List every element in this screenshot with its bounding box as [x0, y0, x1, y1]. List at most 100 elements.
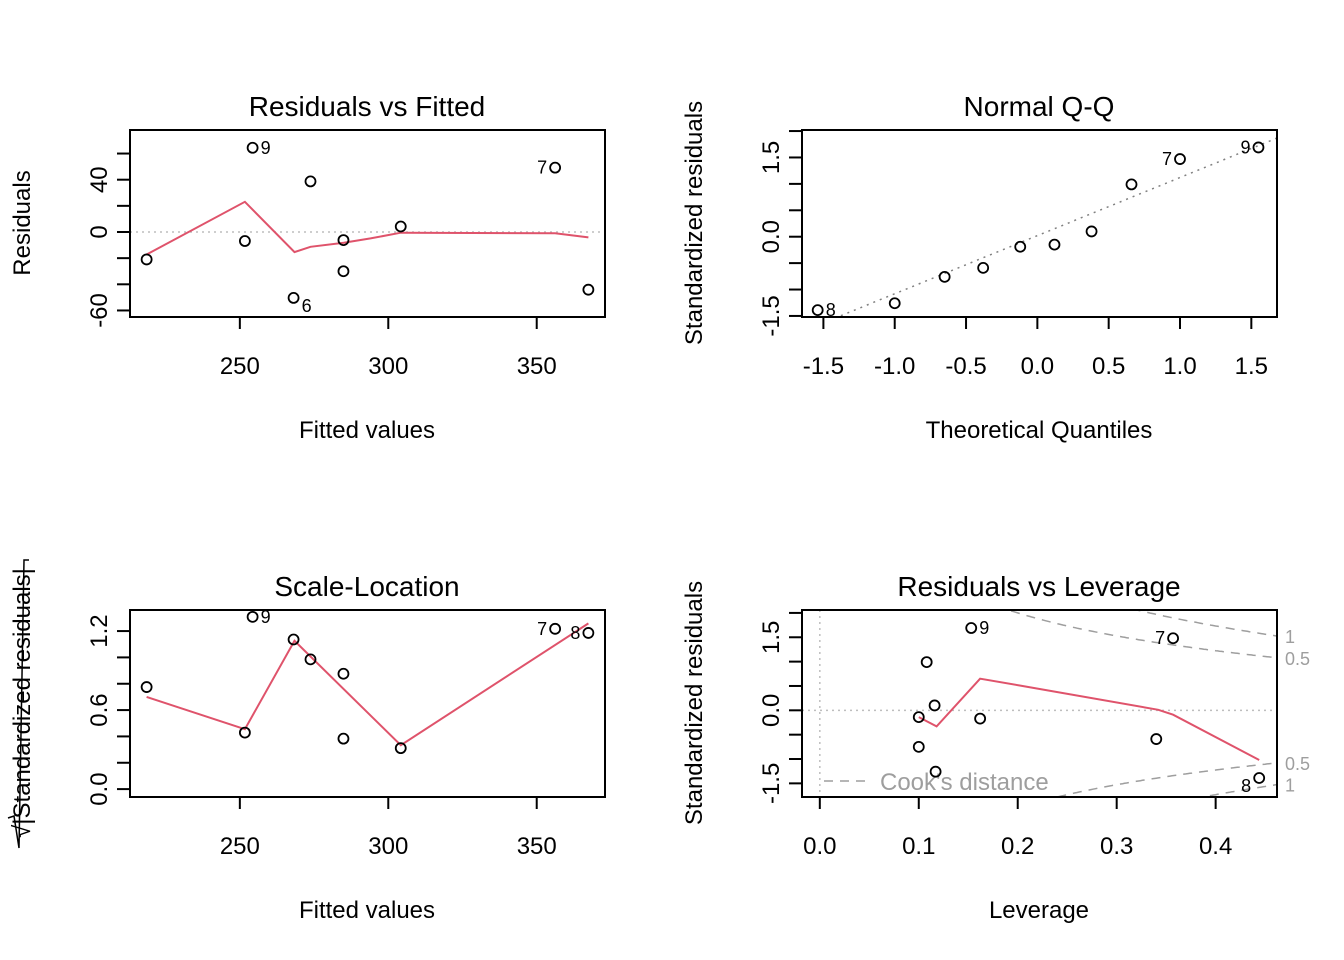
- panel2-point-9: [1174, 153, 1186, 165]
- panel2-point-7: [1085, 225, 1098, 238]
- panel1-ylabel: Residuals: [9, 170, 36, 275]
- panel3-ytick-label: 0.0: [86, 772, 113, 805]
- panel2-point-label-7: 7: [1162, 149, 1172, 169]
- panel4-point-label-9: 9: [979, 618, 989, 638]
- panel2-xtick-label: -1.5: [803, 353, 844, 380]
- panel4-ytick-label: 1.5: [758, 621, 785, 654]
- panel3-point-6: [337, 667, 350, 680]
- panel4-point-6: [965, 622, 978, 634]
- panel1-smoother-line: [146, 200, 589, 256]
- panel4-point-9: [1167, 632, 1179, 645]
- panel2-ylabel: Standardized residuals: [681, 101, 708, 345]
- panel2-point-1: [811, 304, 824, 317]
- panel1-xtick-label: 300: [368, 353, 408, 380]
- panel4-cooks-label: 0.5: [1285, 754, 1310, 774]
- panel4-cooks-contour-1-upper: [1133, 610, 1277, 637]
- panel2-xtick-label: 0.5: [1092, 353, 1125, 380]
- panel2-xtick-label: -0.5: [945, 353, 986, 380]
- panel2-ytick-label: 1.5: [758, 141, 785, 174]
- panel4-point-5: [929, 765, 942, 778]
- panel1-point-2: [238, 235, 251, 247]
- panel4-cooks-label: 1: [1285, 627, 1295, 647]
- panel2-title: Normal Q-Q: [964, 91, 1115, 122]
- panel4-cooks-contour-0.5-upper: [1006, 610, 1277, 659]
- panel4-xtick-label: 0.0: [803, 833, 836, 860]
- panel3-point-label-7: 7: [537, 619, 547, 639]
- panel1-xlabel: Fitted values: [299, 417, 435, 444]
- panel3-point-2: [238, 726, 251, 739]
- panel2-ytick-label: 0.0: [758, 220, 785, 253]
- panel4-point-3: [928, 699, 941, 712]
- panel2-point-6: [1048, 238, 1061, 251]
- panel3-point-4: [287, 633, 300, 646]
- panel1-point-3: [246, 141, 259, 154]
- panel3-point-10: [582, 627, 595, 639]
- panel4-cooks-contour-0.5-lower: [1054, 762, 1277, 797]
- panel1-point-4: [287, 292, 300, 304]
- panel4-xtick-label: 0.1: [902, 833, 935, 860]
- panel4-point-8: [1150, 733, 1163, 745]
- panel4-plot-box: [801, 609, 1278, 798]
- panel1-point-7: [337, 265, 350, 278]
- panel3-point-7: [337, 732, 350, 745]
- panel4-xtick-label: 0.4: [1199, 833, 1232, 860]
- panel2-plot-box: [801, 129, 1278, 318]
- panel2-xlabel: Theoretical Quantiles: [926, 417, 1153, 444]
- panel2-ytick-label: -1.5: [758, 295, 785, 336]
- panel2-point-4: [977, 261, 990, 274]
- panel3-plot-box: [129, 609, 606, 798]
- panel1-point-5: [304, 175, 317, 188]
- panel2-xtick-label: 0.0: [1021, 353, 1054, 380]
- panel4-point-label-7: 7: [1155, 628, 1165, 648]
- panel3-xtick-label: 350: [517, 833, 557, 860]
- panel2-xtick-label: 1.0: [1163, 353, 1196, 380]
- panel1-point-label-9: 9: [261, 138, 271, 158]
- panel1-point-label-6: 6: [302, 296, 312, 316]
- panel2-point-5: [1014, 240, 1027, 253]
- panel3-title: Scale-Location: [274, 571, 459, 602]
- panel1-point-label-7: 7: [537, 158, 547, 178]
- panel4-point-2: [920, 656, 933, 669]
- panel4-ylabel: Standardized residuals: [681, 581, 708, 825]
- panel4-point-7: [974, 712, 987, 725]
- panel1-ytick-label: -60: [86, 293, 113, 328]
- panel2-point-8: [1125, 178, 1138, 191]
- panel2-point-3: [938, 270, 951, 283]
- panel4-point-1: [912, 711, 925, 724]
- panel2-point-label-9: 9: [1240, 137, 1250, 157]
- panel3-point-9: [549, 622, 562, 635]
- panel3-ytick-label: 1.2: [86, 614, 113, 647]
- panel1-plot-box: [129, 129, 606, 318]
- panel4-ytick-label: 0.0: [758, 694, 785, 727]
- panel4-cooks-contour-1-lower: [1198, 783, 1277, 797]
- panel3-xtick-label: 300: [368, 833, 408, 860]
- panel3-xlabel: Fitted values: [299, 897, 435, 924]
- panel1-xtick-label: 350: [517, 353, 557, 380]
- panel3-ylabel-sqrt-symbol: [7, 559, 29, 849]
- panel1-point-8: [394, 220, 407, 233]
- panel3-ytick-label: 0.6: [86, 693, 113, 726]
- panel4-legend-label: Cook's distance: [880, 769, 1049, 796]
- panel1-ytick-label: 40: [86, 166, 113, 193]
- panel1-title: Residuals vs Fitted: [249, 91, 486, 122]
- panel1-point-1: [140, 253, 153, 266]
- panel4-smoother-line: [918, 677, 1260, 761]
- panel4-point-4: [912, 740, 925, 753]
- panel2-xtick-label: -1.0: [874, 353, 915, 380]
- panel2-point-2: [888, 297, 901, 310]
- panel4-ytick-label: -1.5: [758, 763, 785, 804]
- panel4-point-label-8: 8: [1241, 776, 1251, 796]
- panel3-point-5: [304, 653, 317, 666]
- panel1-ytick-label: 0: [86, 225, 113, 238]
- panel4-point-10: [1253, 772, 1266, 784]
- panel1-xtick-label: 250: [220, 353, 260, 380]
- panel3-point-8: [394, 742, 407, 755]
- panel3-smoother-line: [146, 622, 589, 747]
- panel4-title: Residuals vs Leverage: [897, 571, 1180, 602]
- panel4-xtick-label: 0.3: [1100, 833, 1133, 860]
- panel1-point-9: [549, 161, 562, 174]
- panel3-point-label-9: 9: [261, 607, 271, 627]
- panel2-point-10: [1252, 141, 1265, 154]
- panel4-cooks-label: 0.5: [1285, 649, 1310, 669]
